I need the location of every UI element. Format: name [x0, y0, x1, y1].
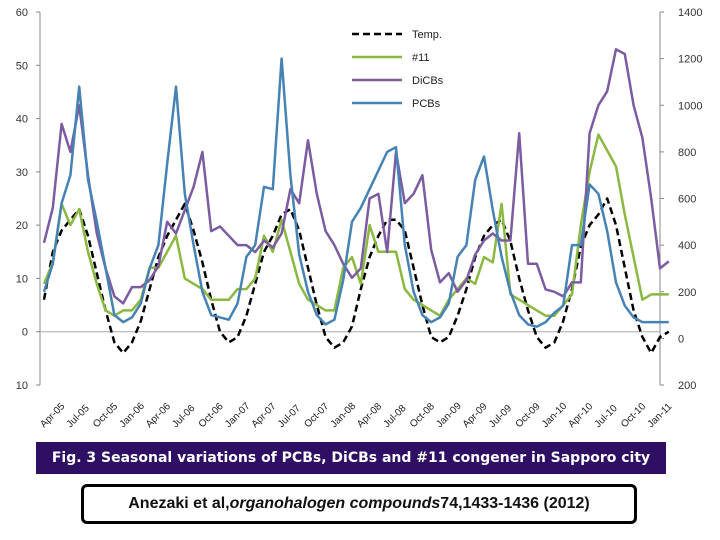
- left-y-axis: 60 50 40 30 20 10 0 10: [16, 7, 41, 392]
- x-tick-label: Jan-10: [540, 400, 570, 430]
- legend-label: PCBs: [412, 98, 441, 110]
- line-chart: 60 50 40 30 20 10 0 10 1400 1200 1000 800 600 400 200…: [16, 7, 703, 430]
- x-tick-label: Oct-08: [408, 401, 437, 430]
- series-line-pcbs: [42, 57, 669, 328]
- x-tick-label: Jul-10: [593, 403, 620, 430]
- series-line-11: [42, 133, 669, 317]
- citation-journal: organohalogen compounds: [229, 495, 441, 512]
- right-tick-label: 1200: [678, 54, 702, 66]
- x-tick-label: Jul-08: [382, 403, 409, 430]
- left-tick-label: 20: [16, 220, 28, 232]
- citation-authors: Anezaki et al,: [128, 495, 230, 512]
- right-tick-label: 400: [678, 240, 696, 252]
- x-tick-label: Jul-06: [170, 403, 197, 430]
- x-tick-label: Apr-06: [144, 401, 173, 430]
- x-tick-label: Oct-09: [514, 401, 543, 430]
- right-tick-label: 200: [678, 380, 696, 392]
- figure-caption: Fig. 3 Seasonal variations of PCBs, DiCB…: [36, 442, 666, 474]
- legend-label: DiCBs: [412, 75, 444, 87]
- right-tick-label: 200: [678, 287, 696, 299]
- x-tick-label: Apr-07: [250, 401, 279, 430]
- citation-details: 74,1433-1436 (2012): [440, 495, 590, 512]
- right-tick-label: 1000: [678, 100, 702, 112]
- x-tick-label: Oct-10: [619, 401, 648, 430]
- left-tick-label: 50: [16, 60, 28, 72]
- right-tick-label: 1400: [678, 7, 702, 19]
- x-tick-label: Jul-09: [487, 403, 514, 430]
- legend: Temp. #11 DiCBs PCBs: [352, 29, 444, 110]
- left-tick-label: 10: [16, 380, 28, 392]
- x-tick-label: Jan-08: [329, 400, 359, 430]
- legend-label: Temp.: [412, 29, 442, 41]
- x-tick-label: Jan-09: [434, 400, 464, 430]
- x-tick-label: Apr-05: [38, 401, 67, 430]
- series-line-temp: [42, 197, 670, 355]
- series-lines: [42, 48, 670, 355]
- x-tick-label: Apr-09: [461, 401, 490, 430]
- left-tick-label: 0: [22, 327, 28, 339]
- x-tick-label: Apr-10: [566, 401, 595, 430]
- x-tick-label: Jan-07: [223, 400, 253, 430]
- x-tick-label: Oct-07: [302, 401, 331, 430]
- left-tick-label: 10: [16, 273, 28, 285]
- x-tick-label: Oct-05: [91, 401, 120, 430]
- right-tick-label: 800: [678, 147, 696, 159]
- citation-box: Anezaki et al, organohalogen compounds 7…: [81, 484, 637, 524]
- x-tick-label: Jul-05: [65, 403, 92, 430]
- x-tick-label: Jul-07: [276, 403, 303, 430]
- x-tick-label: Jan-06: [118, 400, 148, 430]
- x-tick-label: Oct-06: [197, 401, 226, 430]
- left-tick-label: 60: [16, 7, 28, 19]
- legend-label: #11: [412, 52, 430, 64]
- x-tick-label: Apr-08: [355, 401, 384, 430]
- right-tick-label: 0: [678, 333, 684, 345]
- x-tick-label: Jan-11: [646, 401, 675, 430]
- left-tick-label: 30: [16, 167, 28, 179]
- right-tick-label: 600: [678, 194, 696, 206]
- left-tick-label: 40: [16, 114, 28, 126]
